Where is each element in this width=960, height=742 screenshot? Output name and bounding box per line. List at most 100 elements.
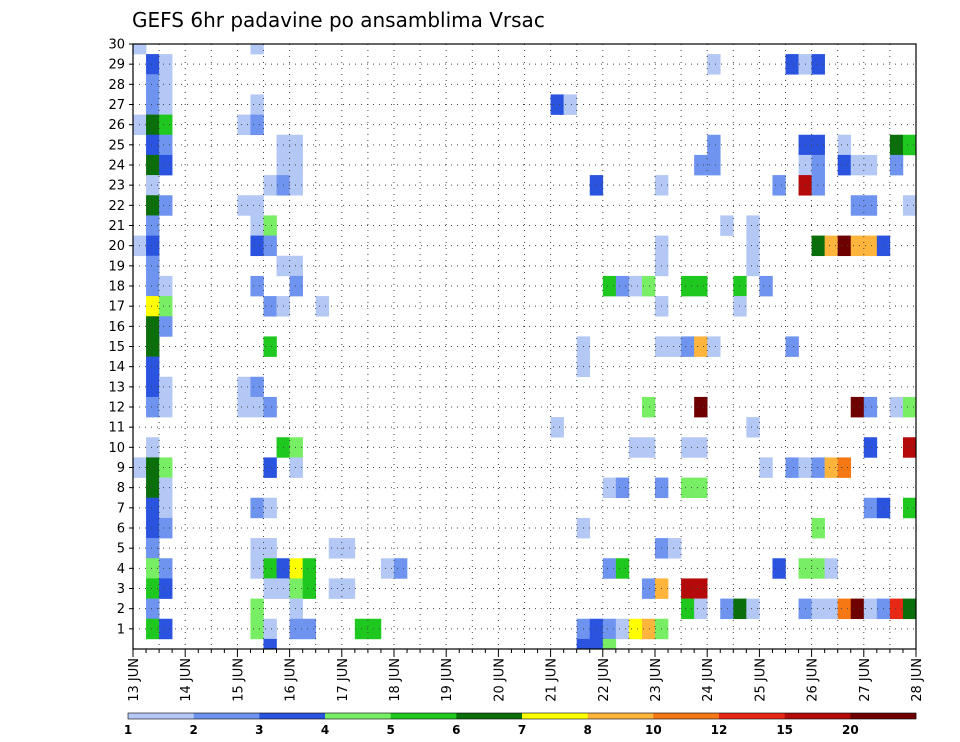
colorbar-swatch (128, 713, 194, 719)
heatmap-cell (289, 558, 303, 579)
heatmap-cell (785, 457, 799, 478)
heatmap-cell (146, 195, 160, 216)
y-axis-ticks: 1234567891011121314151617181920212223242… (108, 38, 133, 637)
x-tick-label: 22 JUN (597, 658, 612, 702)
heatmap-cell (746, 255, 760, 277)
heatmap-cell (146, 598, 160, 620)
heatmap-cell (146, 154, 160, 176)
heatmap-cell (159, 74, 173, 95)
heatmap-cell (159, 54, 173, 75)
heatmap-cell (759, 275, 773, 297)
heatmap-cell (146, 477, 160, 499)
x-tick-label: 23 JUN (649, 658, 664, 702)
heatmap-cell (746, 598, 760, 620)
heatmap-cell (302, 578, 316, 599)
heatmap-cell (550, 417, 564, 438)
heatmap-cell (902, 396, 917, 418)
y-tick-label: 8 (117, 481, 125, 496)
heatmap-cell (237, 396, 251, 418)
heatmap-cell (694, 477, 708, 499)
heatmap-cell (146, 457, 160, 478)
heatmap-cell (694, 336, 708, 357)
colorbar-swatch (850, 713, 917, 719)
heatmap-cell (146, 114, 160, 136)
heatmap-cell (863, 437, 878, 458)
heatmap-cell (289, 437, 303, 458)
colorbar-label: 20 (842, 723, 859, 737)
heatmap-cell (146, 54, 160, 75)
colorbar-label: 5 (386, 723, 394, 737)
colorbar-border (127, 712, 917, 720)
heatmap-cell (146, 275, 160, 297)
heatmap-cell (615, 477, 630, 499)
heatmap-cell (159, 578, 173, 599)
heatmap-cell (289, 175, 303, 196)
heatmap-cell (824, 598, 838, 620)
y-tick-label: 3 (117, 582, 125, 597)
heatmap-cell (641, 618, 656, 640)
heatmap-cell (837, 235, 852, 257)
heatmap-cell (641, 396, 656, 418)
heatmap-cell (889, 154, 904, 176)
heatmap-cell (550, 94, 564, 115)
colorbar-label: 8 (583, 723, 591, 737)
colorbar-label: 6 (452, 723, 460, 737)
heatmap-cell (668, 538, 682, 559)
colorbar-swatch (719, 713, 785, 719)
heatmap-cell (146, 296, 160, 317)
colorbar-label: 4 (321, 723, 329, 737)
heatmap-cell (263, 457, 277, 478)
heatmap-cell (250, 114, 264, 136)
heatmap-cell (302, 558, 316, 579)
heatmap-cell (602, 638, 617, 650)
heatmap-cell (263, 336, 277, 357)
heatmap-cell (263, 497, 277, 519)
heatmap-cell (707, 134, 721, 156)
heatmap-cell (681, 477, 695, 499)
heatmap-cell (159, 517, 173, 539)
colorbar-label: 3 (255, 723, 263, 737)
heatmap-cell (863, 396, 878, 418)
heatmap-cell (146, 538, 160, 559)
heatmap-cell (159, 154, 173, 176)
heatmap-cell (263, 618, 277, 640)
heatmap-cell (902, 497, 917, 519)
heatmap-cell (811, 175, 825, 196)
heatmap-cell (250, 215, 264, 236)
y-tick-label: 5 (117, 542, 125, 557)
y-tick-label: 29 (108, 58, 125, 73)
heatmap-cell (902, 195, 917, 216)
heatmap-cell (694, 154, 708, 176)
heatmap-cell (159, 457, 173, 478)
heatmap-cell (159, 396, 173, 418)
heatmap-cell (263, 558, 277, 579)
colorbar-label: 1 (124, 723, 132, 737)
heatmap-cell (785, 336, 799, 357)
heatmap-cell (759, 457, 773, 478)
y-tick-label: 9 (117, 461, 125, 476)
heatmap-cell (302, 618, 316, 640)
x-tick-label: 21 JUN (545, 658, 560, 702)
heatmap-cell (863, 235, 878, 257)
heatmap-cell (863, 195, 878, 216)
heatmap-cell (681, 578, 695, 599)
heatmap-cell (289, 255, 303, 277)
heatmap-cell (250, 376, 264, 398)
heatmap-cell (250, 235, 264, 257)
heatmap-cell (837, 598, 852, 620)
heatmap-cell (146, 437, 160, 458)
heatmap-cell (159, 195, 173, 216)
heatmap-cell (746, 417, 760, 438)
heatmap-cell (602, 618, 617, 640)
x-tick-label: 16 JUN (284, 658, 299, 702)
heatmap-cell (837, 154, 852, 176)
heatmap-cell (811, 457, 825, 478)
heatmap-cell (146, 578, 160, 599)
y-tick-label: 19 (108, 259, 125, 274)
heatmap-cell (837, 134, 852, 156)
heatmap-cell (159, 296, 173, 317)
heatmap-cell (863, 598, 878, 620)
heatmap-cell (824, 235, 838, 257)
heatmap-cell (641, 437, 656, 458)
heatmap-cell (602, 477, 617, 499)
